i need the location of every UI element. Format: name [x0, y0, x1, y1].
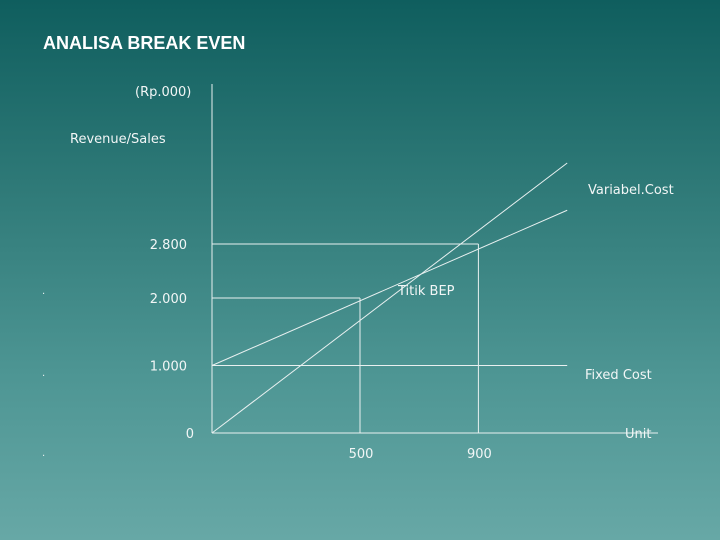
y-unit-label: (Rp.000)	[135, 85, 191, 100]
y-tick-label: 0	[186, 427, 194, 442]
variable-cost-label: Variabel.Cost	[588, 183, 674, 198]
bullet-marker: .	[42, 286, 46, 297]
variable-cost-line	[211, 209, 568, 366]
bullet-marker: .	[42, 448, 46, 459]
tick-labels: 2.800 2.000 1.000 0 500 900	[150, 238, 492, 462]
reference-lines	[212, 243, 479, 433]
y-tick-label: 2.000	[150, 292, 187, 307]
y-tick-label: 1.000	[150, 360, 187, 375]
revenue-line	[211, 162, 568, 434]
x-tick-label: 500	[349, 447, 374, 462]
y-tick-label: 2.800	[150, 238, 187, 253]
slide-title: ANALISA BREAK EVEN	[43, 33, 246, 53]
series-lines	[211, 162, 568, 434]
fixed-cost-label: Fixed Cost	[585, 368, 652, 383]
bullet-marker: .	[42, 368, 46, 379]
axes	[211, 84, 658, 434]
x-tick-label: 900	[467, 447, 492, 462]
bep-label: Titik BEP	[397, 284, 455, 299]
x-axis-label: Unit	[625, 427, 651, 442]
chart-labels: (Rp.000) Revenue/Sales Unit Variabel.Cos…	[70, 85, 674, 442]
y-axis-label: Revenue/Sales	[70, 132, 166, 147]
